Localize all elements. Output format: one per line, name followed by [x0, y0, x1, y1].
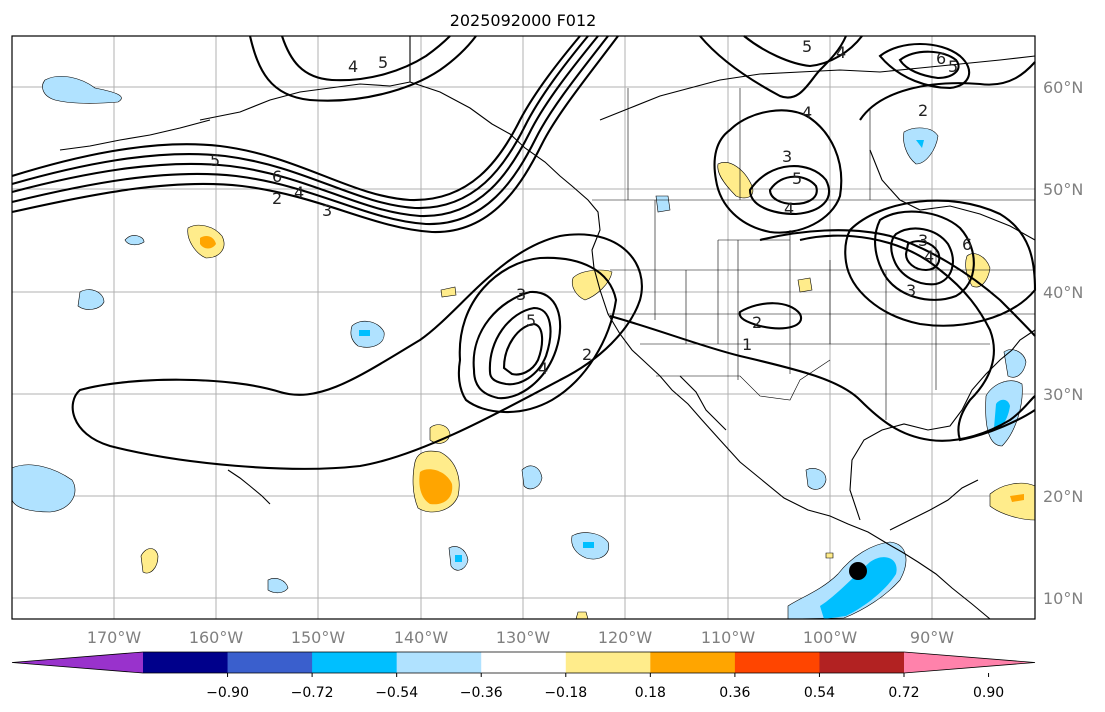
- contour-label: 5: [792, 169, 802, 188]
- contour-label: 5: [802, 37, 812, 56]
- lat-tick-label: 60°N: [1043, 78, 1083, 97]
- lon-tick-label: 100°W: [803, 628, 858, 647]
- lat-tick-label: 30°N: [1043, 385, 1083, 404]
- colorbar-tick-label: −0.72: [291, 685, 334, 701]
- contour-label: 5: [378, 53, 388, 72]
- contour-label: 5: [526, 311, 536, 330]
- colorbar-tick-label: 0.90: [973, 685, 1004, 701]
- map-border: [11, 35, 1036, 620]
- lon-tick-label: 90°W: [910, 628, 954, 647]
- colorbar-segment: [650, 652, 736, 673]
- lon-tick-label: 130°W: [496, 628, 551, 647]
- colorbar-tick-label: 0.54: [804, 685, 835, 701]
- contour-label: 6: [962, 235, 972, 254]
- colorbar-extend-max: [904, 652, 1035, 673]
- lat-tick-label: 10°N: [1043, 589, 1083, 608]
- colorbar-tick-label: −0.54: [375, 685, 418, 701]
- contour-label: 3: [918, 231, 928, 250]
- lat-tick-label: 50°N: [1043, 180, 1083, 199]
- lat-tick-label: 20°N: [1043, 487, 1083, 506]
- colorbar-tick-label: −0.36: [460, 685, 503, 701]
- coastlines: [59, 36, 1036, 620]
- contour-label: 3: [906, 281, 916, 300]
- contour-label: 5: [210, 151, 220, 170]
- colorbar-segment: [312, 652, 398, 673]
- contour-label: 6: [272, 167, 282, 186]
- contour-label: 2: [582, 345, 592, 364]
- lon-tick-label: 140°W: [394, 628, 449, 647]
- colorbar-segment: [565, 652, 651, 673]
- colorbar-segment: [227, 652, 313, 673]
- colorbar-segment: [819, 652, 905, 673]
- contour-label: 3: [516, 285, 526, 304]
- colorbar-segment: [481, 652, 567, 673]
- contour-label: 4: [836, 43, 846, 62]
- contour-label: 2: [918, 101, 928, 120]
- lon-tick-label: 110°W: [701, 628, 756, 647]
- colorbar-tick-label: 0.18: [635, 685, 666, 701]
- contour-label: 4: [348, 57, 358, 76]
- lon-tick-label: 170°W: [87, 628, 142, 647]
- contour-label: 6: [936, 49, 946, 68]
- contour-label: 2: [752, 313, 762, 332]
- contour-label: 3: [782, 147, 792, 166]
- lon-tick-label: 150°W: [291, 628, 346, 647]
- colorbar-tick-label: −0.18: [544, 685, 587, 701]
- contour-label: 1: [742, 335, 752, 354]
- contour-label: 4: [802, 103, 812, 122]
- contour-label: 4: [784, 199, 794, 218]
- contour-lines: [11, 35, 1037, 470]
- contour-label: 3: [322, 201, 332, 220]
- contour-label: 2: [272, 189, 282, 208]
- colorbar-extend-min: [12, 652, 143, 673]
- colorbar-ticks: −0.90 −0.72 −0.54 −0.36 −0.18 0.18 0.36 0.54 0.7…: [206, 673, 1004, 701]
- contour-label: 5: [948, 57, 958, 76]
- colorbar-tick-label: −0.90: [206, 685, 249, 701]
- storm-center-marker: [849, 562, 867, 580]
- colorbar: [11, 651, 1036, 674]
- lon-tick-label: 160°W: [189, 628, 244, 647]
- contour-label: 4: [538, 359, 548, 378]
- colorbar-outline: [11, 651, 1036, 674]
- colorbar-segment: [143, 652, 229, 673]
- political-borders: [592, 88, 1035, 420]
- colorbar-segment: [396, 652, 482, 673]
- colorbar-segment: [734, 652, 820, 673]
- lat-tick-label: 40°N: [1043, 283, 1083, 302]
- longitude-axis: 170°W 160°W 150°W 140°W 130°W 120°W 110°…: [87, 628, 954, 647]
- lon-tick-label: 120°W: [598, 628, 653, 647]
- colorbar-tick-label: 0.36: [719, 685, 750, 701]
- shaded-anomaly-field: [11, 76, 1036, 620]
- colorbar-tick-label: 0.72: [888, 685, 919, 701]
- contour-label: 4: [924, 247, 934, 266]
- contour-label-group: 4 5 5 6 4 2 3 3 5 4 2 1 2 5 3 4 4 5 4 6 …: [210, 37, 972, 378]
- latitude-axis: 60°N 50°N 40°N 30°N 20°N 10°N: [1043, 78, 1083, 608]
- map-title: 2025092000 F012: [450, 11, 597, 30]
- contour-label: 4: [294, 183, 304, 202]
